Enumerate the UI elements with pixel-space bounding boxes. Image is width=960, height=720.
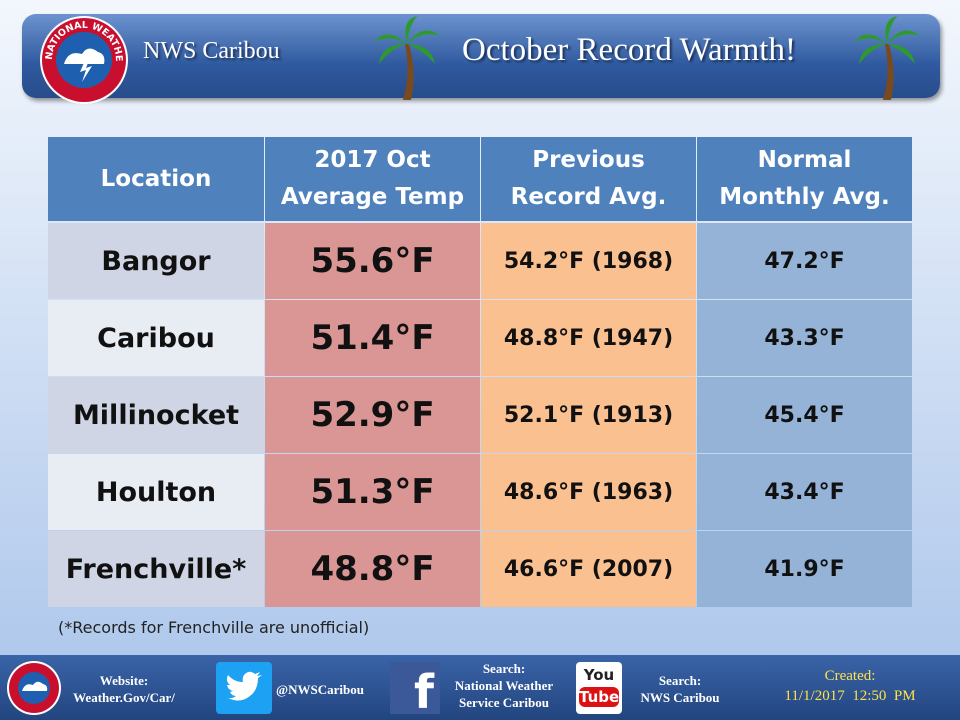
created: Created: 11/1/2017 12:50 PM: [760, 666, 940, 706]
facebook-text: National Weather: [454, 678, 554, 693]
header-line: 2017 Oct: [314, 147, 431, 173]
palm-tree: [854, 16, 920, 100]
website-label: Website:: [99, 673, 149, 688]
footnote: (*Records for Frenchville are unofficial…: [58, 618, 370, 637]
twitter-handle[interactable]: @NWSCaribou: [276, 682, 364, 697]
created-date: 11/1/2017 12:50 PM: [784, 688, 916, 704]
header-line: Previous: [532, 147, 645, 173]
header-line: Normal: [757, 147, 852, 173]
header-cell: Previous Record Avg.: [481, 137, 696, 221]
twitter-icon[interactable]: [216, 662, 272, 714]
location-cell: Bangor: [48, 223, 264, 299]
value-cell: 55.6°F: [265, 223, 480, 299]
value-cell: 41.9°F: [697, 531, 912, 607]
youtube-you: You: [583, 666, 615, 684]
youtube-label: Search:: [658, 673, 702, 688]
footer-bar: [0, 655, 960, 720]
nws-logo: NATIONAL WEATHER SERVICE: [38, 14, 128, 104]
header-line: Monthly Avg.: [719, 184, 890, 210]
location-cell: Caribou: [48, 300, 264, 376]
value-cell: 46.6°F (2007): [481, 531, 696, 607]
value-cell: 45.4°F: [697, 377, 912, 453]
value-cell: 43.3°F: [697, 300, 912, 376]
header-bar: [22, 14, 940, 98]
youtube-text: NWS Caribou: [640, 690, 720, 705]
title: October Record Warmth!: [462, 32, 796, 68]
value-cell: 43.4°F: [697, 454, 912, 530]
header-cell: Normal Monthly Avg.: [697, 137, 912, 221]
facebook-label: Search:: [482, 661, 526, 676]
header-line: Location: [100, 165, 212, 192]
value-cell: 48.8°F (1947): [481, 300, 696, 376]
created-label: Created:: [824, 668, 876, 684]
location-cell: Millinocket: [48, 377, 264, 453]
value-cell: 48.6°F (1963): [481, 454, 696, 530]
value-cell: 51.3°F: [265, 454, 480, 530]
value-cell: 48.8°F: [265, 531, 480, 607]
office-name: NWS Caribou: [143, 38, 280, 64]
records-table: Location 2017 Oct Average Temp Previous Reco…: [48, 137, 912, 607]
website: Website: Weather.Gov/Car/: [60, 672, 188, 706]
youtube-search: Search: NWS Caribou: [628, 672, 732, 706]
facebook-icon[interactable]: f: [390, 662, 440, 714]
header-cell: Location: [48, 137, 264, 221]
value-cell: 52.9°F: [265, 377, 480, 453]
value-cell: 51.4°F: [265, 300, 480, 376]
location-cell: Houlton: [48, 454, 264, 530]
value-cell: 54.2°F (1968): [481, 223, 696, 299]
header-line: Average Temp: [280, 184, 465, 210]
location-cell: Frenchville*: [48, 531, 264, 607]
facebook-search: Search: National Weather Service Caribou: [442, 660, 566, 711]
youtube-tube: Tube: [579, 687, 620, 707]
header-cell: 2017 Oct Average Temp: [265, 137, 480, 221]
facebook-text: Service Caribou: [459, 695, 549, 710]
footer-logo: [7, 661, 61, 715]
youtube-icon[interactable]: You Tube: [576, 662, 622, 714]
website-url[interactable]: Weather.Gov/Car/: [73, 690, 175, 705]
value-cell: 52.1°F (1913): [481, 377, 696, 453]
header-line: Record Avg.: [510, 184, 667, 210]
palm-tree: [374, 16, 440, 100]
value-cell: 47.2°F: [697, 223, 912, 299]
